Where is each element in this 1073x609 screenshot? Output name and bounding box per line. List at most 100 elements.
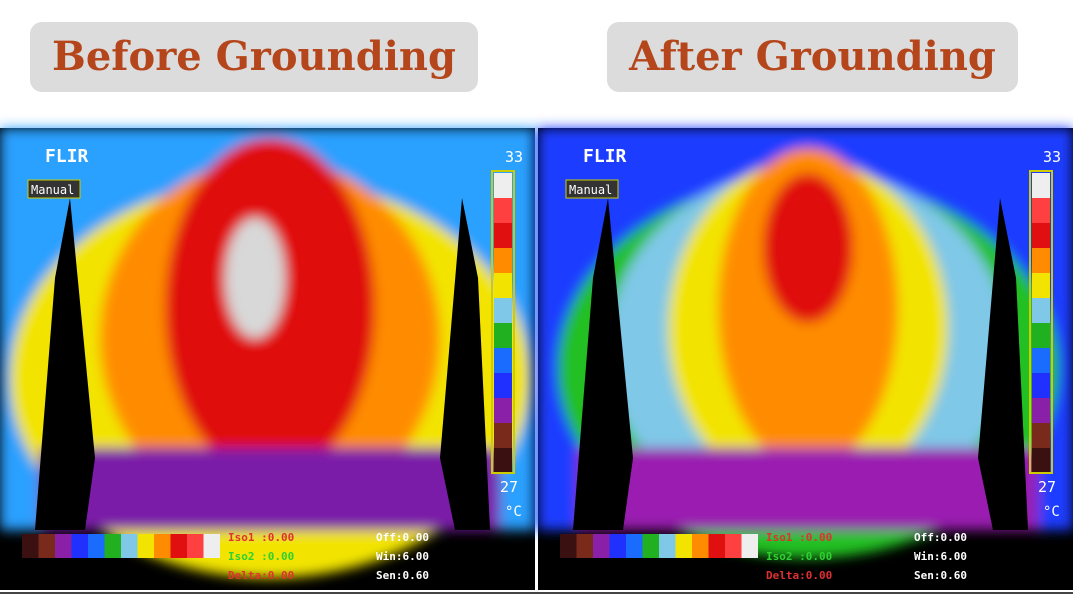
flir-logo: FLIR — [583, 146, 627, 167]
thermal-panel: FLIR Manual 33 27 °C Iso1 :0.00 Iso2 :0.00 Delt… — [0, 128, 535, 590]
readout: Iso1 :0.00 — [228, 531, 294, 544]
heat — [0, 128, 535, 530]
palette — [187, 534, 204, 558]
palette — [137, 534, 154, 558]
setting: Win:6.00 — [914, 550, 967, 563]
scale-bar — [1032, 423, 1050, 448]
palette — [708, 534, 725, 558]
flir-logo: FLIR — [45, 146, 89, 167]
scale-bar — [494, 223, 512, 248]
palette — [576, 534, 593, 558]
palette — [154, 534, 171, 558]
arm-gap — [440, 198, 490, 530]
setting: Sen:0.60 — [376, 569, 429, 582]
scale-unit: °C — [1043, 504, 1060, 520]
scale-bar — [494, 248, 512, 273]
heat — [763, 173, 853, 323]
palette — [71, 534, 88, 558]
palette — [692, 534, 709, 558]
scale-bar — [1032, 348, 1050, 373]
background — [0, 128, 535, 590]
palette — [203, 534, 220, 558]
panel-title: After Grounding — [607, 22, 1018, 92]
palette — [104, 534, 121, 558]
readout: Delta:0.00 — [766, 569, 832, 582]
scale-bar — [494, 448, 512, 473]
palette — [626, 534, 643, 558]
scale-max: 33 — [505, 148, 523, 166]
setting: Off:0.00 — [376, 531, 429, 544]
palette — [659, 534, 676, 558]
scale-bar — [1032, 373, 1050, 398]
scale-bar — [1032, 398, 1050, 423]
heat — [608, 168, 1008, 528]
background — [538, 128, 1073, 590]
scale-frame — [491, 170, 515, 474]
heat — [558, 178, 1058, 558]
scale-bar — [1032, 173, 1050, 198]
scale-frame — [1029, 170, 1053, 474]
scale-bar — [494, 398, 512, 423]
setting: Sen:0.60 — [914, 569, 967, 582]
palette — [38, 534, 55, 558]
heat — [10, 178, 530, 578]
scale-bar — [1032, 198, 1050, 223]
heat — [578, 448, 1038, 530]
scale-bar — [494, 373, 512, 398]
thermal-body — [0, 128, 535, 578]
heat — [718, 148, 898, 468]
readout: Delta:0.00 — [228, 569, 294, 582]
scale-bar — [494, 198, 512, 223]
scale-bar — [494, 173, 512, 198]
palette — [642, 534, 659, 558]
arm-gap — [978, 198, 1028, 530]
scale-unit: °C — [505, 504, 522, 520]
thermal-body — [538, 128, 1073, 558]
heat — [165, 138, 375, 478]
mode: Manual — [569, 183, 612, 197]
scale-bar — [494, 298, 512, 323]
palette — [55, 534, 72, 558]
mode-box — [565, 179, 619, 199]
heat — [100, 158, 440, 518]
palette — [675, 534, 692, 558]
scale-bar — [494, 348, 512, 373]
panel-title: Before Grounding — [30, 22, 478, 92]
scale-bar — [494, 423, 512, 448]
heat — [538, 128, 1073, 530]
heat — [40, 448, 500, 530]
scale-bar — [1032, 223, 1050, 248]
readout: Iso2 :0.00 — [228, 550, 294, 563]
scale-bar — [1032, 248, 1050, 273]
heat — [668, 158, 948, 498]
scale-bar — [1032, 298, 1050, 323]
arm-gap — [573, 198, 633, 530]
scale-bar — [1032, 273, 1050, 298]
scale-bar — [1032, 448, 1050, 473]
readout: Iso1 :0.00 — [766, 531, 832, 544]
readout: Iso2 :0.00 — [766, 550, 832, 563]
arm-gap — [35, 198, 95, 530]
palette — [22, 534, 39, 558]
scale-bar — [1032, 323, 1050, 348]
palette — [88, 534, 105, 558]
palette — [121, 534, 138, 558]
scale-min: 27 — [500, 478, 518, 496]
palette — [741, 534, 758, 558]
palette — [170, 534, 187, 558]
mode: Manual — [31, 183, 74, 197]
palette — [593, 534, 610, 558]
mode-box — [27, 179, 81, 199]
heat — [225, 218, 285, 338]
palette — [609, 534, 626, 558]
scale-bar — [494, 273, 512, 298]
palette — [725, 534, 742, 558]
setting: Off:0.00 — [914, 531, 967, 544]
scale-max: 33 — [1043, 148, 1061, 166]
scale-bar — [494, 323, 512, 348]
scale-min: 27 — [1038, 478, 1056, 496]
setting: Win:6.00 — [376, 550, 429, 563]
thermal-panel: FLIR Manual 33 27 °C Iso1 :0.00 Iso2 :0.00 Delt… — [538, 128, 1073, 590]
palette — [560, 534, 577, 558]
